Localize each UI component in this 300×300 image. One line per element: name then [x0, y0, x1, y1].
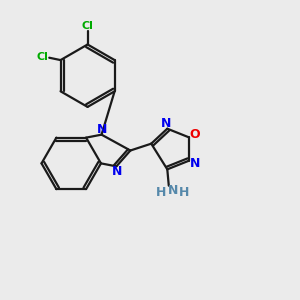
Text: N: N: [161, 117, 172, 130]
Text: Cl: Cl: [37, 52, 49, 62]
Text: N: N: [168, 184, 178, 197]
Text: Cl: Cl: [82, 21, 94, 31]
Text: O: O: [189, 128, 200, 141]
Text: N: N: [97, 123, 107, 136]
Text: N: N: [190, 157, 200, 170]
Text: N: N: [112, 165, 122, 178]
Text: H: H: [156, 186, 167, 199]
Text: H: H: [178, 186, 189, 199]
